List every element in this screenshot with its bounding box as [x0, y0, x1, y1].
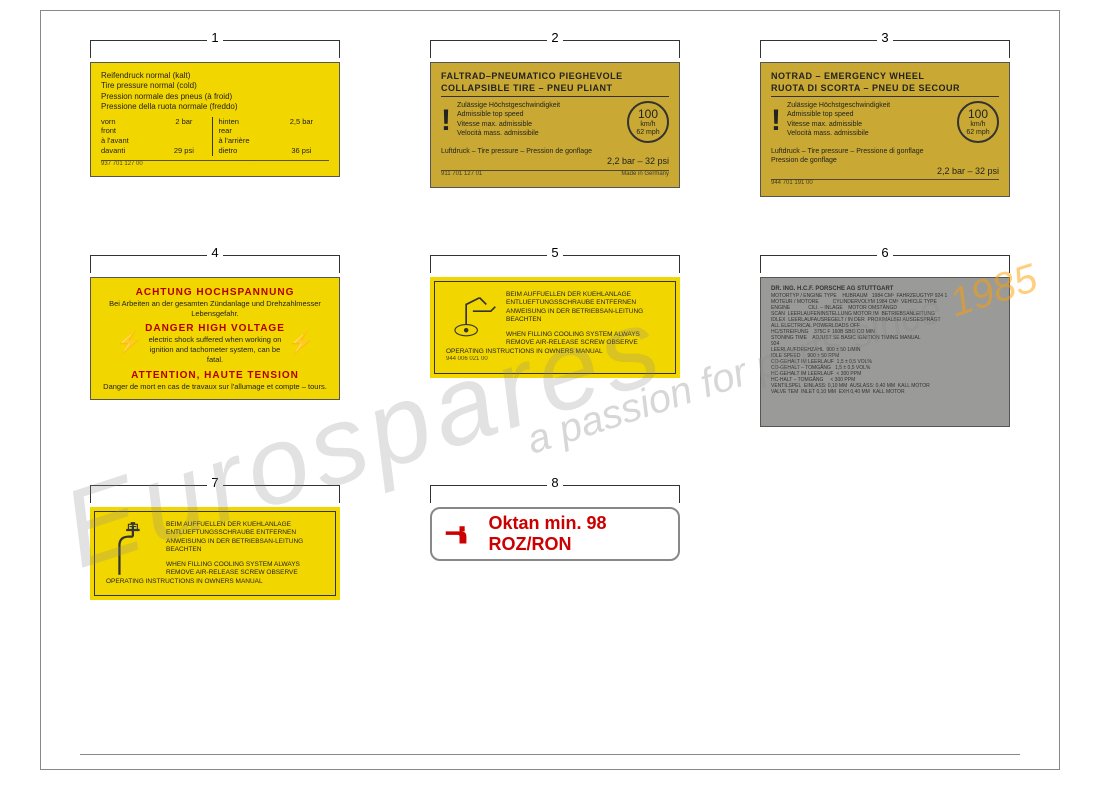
fuel-nozzle-icon: [444, 519, 478, 549]
callout-6: 6: [760, 255, 1010, 273]
callout-8: 8: [430, 485, 680, 503]
callout-num: 7: [207, 475, 222, 490]
line: Pression normale des pneus (à froid): [101, 92, 329, 102]
pres-line: Luftdruck – Tire pressure – Pression de …: [441, 147, 669, 156]
label-8: 8 Oktan min. 98 ROZ/RON: [430, 485, 680, 561]
speed-n: 100: [629, 108, 667, 121]
bolt-icon: ⚡: [115, 329, 142, 358]
callout-5: 5: [430, 255, 680, 273]
speed-n: 100: [959, 108, 997, 121]
made-in: Made in Germany: [621, 171, 669, 179]
part-number: 937 701 127 00: [101, 160, 329, 169]
en-title: DANGER HIGH VOLTAGE: [145, 323, 285, 334]
callout-num: 3: [877, 30, 892, 45]
cell: vorn: [101, 117, 156, 127]
tire-pressure-sticker: Reifendruck normal (kalt) Tire pressure …: [90, 62, 340, 177]
cell: 2 bar: [156, 117, 211, 127]
callout-num: 2: [547, 30, 562, 45]
label-7: 7 BEIM AUFFUELLEN DER KUEHLANLAGE ENTLUE…: [90, 485, 340, 600]
part-number: 911 701 127 01: [441, 171, 482, 179]
pres-line2: Pression de gonflage: [771, 156, 999, 165]
fr-body: Danger de mort en cas de travaux sur l'a…: [101, 382, 329, 392]
callout-1: 1: [90, 40, 340, 58]
bottom-divider: [80, 754, 1020, 755]
cell: 29 psi: [156, 146, 211, 156]
callout-3: 3: [760, 40, 1010, 58]
part-number: 944 006 021 00: [446, 356, 664, 364]
title: FALTRAD–PNEUMATICO PIEGHEVOLE: [441, 71, 669, 83]
coolant-sticker-a: BEIM AUFFUELLEN DER KUEHLANLAGE ENTLUEFT…: [430, 277, 680, 378]
part-number: 944 701 191 00: [771, 179, 999, 188]
fuel-text: Oktan min. 98 ROZ/RON: [488, 513, 666, 555]
line: Tire pressure normal (cold): [101, 81, 329, 91]
pressure-grid: vorn front à l'avant davanti 2 bar 29 ps…: [101, 117, 329, 156]
callout-num: 4: [207, 245, 222, 260]
fr-title: ATTENTION, HAUTE TENSION: [101, 369, 329, 382]
coolant-diagram-icon: [446, 291, 502, 347]
callout-7: 7: [90, 485, 340, 503]
label-6: 6 DR. ING. H.C.F. PORSCHE AG STUTTGART M…: [760, 255, 1010, 427]
en-body: electric shock suffered when working on …: [149, 335, 282, 365]
speed-mph: 62 mph: [959, 129, 997, 137]
title: COLLAPSIBLE TIRE – PNEU PLIANT: [441, 83, 669, 98]
title: RUOTA DI SCORTA – PNEU DE SECOUR: [771, 83, 999, 98]
callout-4: 4: [90, 255, 340, 273]
label-5: 5 BEIM AUFFUELLEN DER KUEHLANLAGE ENTLUE…: [430, 255, 680, 378]
cell: dietro: [219, 146, 274, 156]
cell: 2,5 bar: [274, 117, 329, 127]
de-body: Bei Arbeiten an der gesamten Zündanlage …: [101, 299, 329, 319]
warning-icon: !: [441, 101, 451, 140]
cell: hinten: [219, 117, 274, 127]
bolt-icon: ⚡: [287, 329, 314, 358]
label-3: 3 NOTRAD – EMERGENCY WHEEL RUOTA DI SCOR…: [760, 40, 1010, 197]
engine-data-plate: DR. ING. H.C.F. PORSCHE AG STUTTGART MOT…: [760, 277, 1010, 427]
label-1: 1 Reifendruck normal (kalt) Tire pressur…: [90, 40, 340, 177]
cell: à l'arrière: [219, 136, 274, 146]
collapsible-tire-sticker: FALTRAD–PNEUMATICO PIEGHEVOLE COLLAPSIBL…: [430, 62, 680, 188]
cell: front: [101, 126, 156, 136]
label-4: 4 ACHTUNG HOCHSPANNUNG Bei Arbeiten an d…: [90, 255, 340, 400]
speed-u: km/h: [629, 121, 667, 129]
speed-mph: 62 mph: [629, 129, 667, 137]
callout-num: 5: [547, 245, 562, 260]
line: Reifendruck normal (kalt): [101, 71, 329, 81]
emergency-wheel-sticker: NOTRAD – EMERGENCY WHEEL RUOTA DI SCORTA…: [760, 62, 1010, 197]
plate-header: DR. ING. H.C.F. PORSCHE AG STUTTGART: [771, 286, 999, 293]
cell: à l'avant: [101, 136, 156, 146]
fuel-octane-sticker: Oktan min. 98 ROZ/RON: [430, 507, 680, 561]
coolant-sticker-b: BEIM AUFFUELLEN DER KUEHLANLAGE ENTLUEFT…: [90, 507, 340, 600]
cell: davanti: [101, 146, 156, 156]
plate-body: MOTORTYP / ENGINE TYPE HUBRAUM 1984 CM³ …: [771, 293, 999, 395]
callout-num: 1: [207, 30, 222, 45]
callout-num: 8: [547, 475, 562, 490]
cell: 36 psi: [274, 146, 329, 156]
pres-line: Luftdruck – Tire pressure – Pressione di…: [771, 147, 999, 156]
warning-icon: !: [771, 101, 781, 140]
callout-num: 6: [877, 245, 892, 260]
cell: rear: [219, 126, 274, 136]
callout-2: 2: [430, 40, 680, 58]
pres-val: 2,2 bar – 32 psi: [441, 156, 669, 168]
pres-val: 2,2 bar – 32 psi: [771, 166, 999, 178]
label-2: 2 FALTRAD–PNEUMATICO PIEGHEVOLE COLLAPSI…: [430, 40, 680, 188]
line: Pressione della ruota normale (freddo): [101, 102, 329, 112]
de-title: ACHTUNG HOCHSPANNUNG: [101, 286, 329, 299]
speed-u: km/h: [959, 121, 997, 129]
title: NOTRAD – EMERGENCY WHEEL: [771, 71, 999, 83]
high-voltage-sticker: ACHTUNG HOCHSPANNUNG Bei Arbeiten an der…: [90, 277, 340, 400]
coolant-hose-icon: [106, 521, 162, 577]
